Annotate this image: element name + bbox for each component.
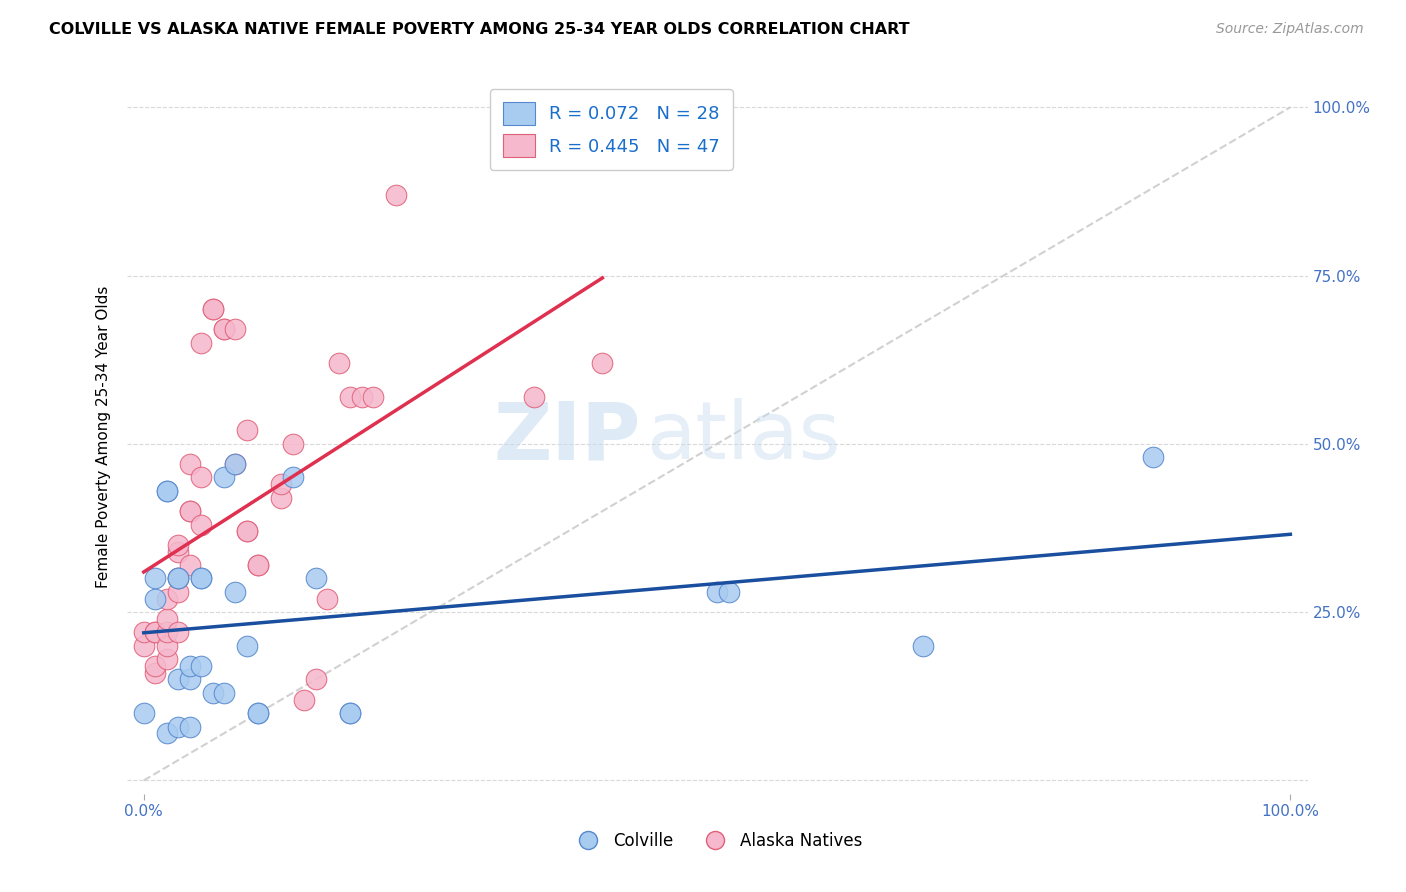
Point [167,673,190,687]
Point [270,491,292,505]
Point [156,639,179,653]
Point [190,571,212,585]
Point [316,591,339,606]
Point [143,625,166,640]
Point [190,335,212,350]
Point [385,187,408,202]
Point [167,571,190,585]
Point [339,706,361,720]
Point [190,659,212,673]
Point [179,558,201,572]
Point [717,585,740,599]
Point [167,625,190,640]
Point [156,726,179,740]
Point [236,423,259,437]
Point [167,585,190,599]
Point [167,538,190,552]
Y-axis label: Female Poverty Among 25-34 Year Olds: Female Poverty Among 25-34 Year Olds [96,286,111,588]
Point [1142,450,1164,465]
Point [212,470,235,484]
Point [179,720,201,734]
Point [350,390,373,404]
Point [190,517,212,532]
Point [179,673,201,687]
Point [224,585,246,599]
Point [167,571,190,585]
Point [179,504,201,518]
Point [201,302,224,317]
Point [179,504,201,518]
Point [156,612,179,626]
Point [156,483,179,498]
Point [305,673,328,687]
Point [156,625,179,640]
Point [912,639,935,653]
Point [167,571,190,585]
Point [224,457,246,471]
Point [156,591,179,606]
Text: Source: ZipAtlas.com: Source: ZipAtlas.com [1216,22,1364,37]
Point [132,625,155,640]
Text: COLVILLE VS ALASKA NATIVE FEMALE POVERTY AMONG 25-34 YEAR OLDS CORRELATION CHART: COLVILLE VS ALASKA NATIVE FEMALE POVERTY… [49,22,910,37]
Legend: Colville, Alaska Natives: Colville, Alaska Natives [565,826,869,857]
Point [247,706,270,720]
Point [305,571,328,585]
Point [143,591,166,606]
Point [143,665,166,680]
Point [212,322,235,336]
Point [143,625,166,640]
Point [281,470,304,484]
Point [270,477,292,491]
Point [132,706,155,720]
Point [179,457,201,471]
Point [156,483,179,498]
Point [143,571,166,585]
Point [523,390,546,404]
Point [167,544,190,558]
Point [247,558,270,572]
Point [156,652,179,666]
Point [328,356,350,370]
Point [190,571,212,585]
Point [132,639,155,653]
Text: ZIP: ZIP [494,398,640,476]
Point [236,524,259,539]
Point [236,639,259,653]
Point [224,457,246,471]
Point [361,390,384,404]
Point [224,322,246,336]
Point [167,720,190,734]
Point [143,659,166,673]
Point [591,356,613,370]
Point [247,558,270,572]
Point [212,686,235,700]
Point [201,302,224,317]
Text: atlas: atlas [647,398,841,476]
Point [212,322,235,336]
Point [247,706,270,720]
Point [281,437,304,451]
Point [339,390,361,404]
Point [706,585,728,599]
Point [292,692,315,706]
Point [190,470,212,484]
Point [236,524,259,539]
Point [179,659,201,673]
Point [339,706,361,720]
Point [201,686,224,700]
